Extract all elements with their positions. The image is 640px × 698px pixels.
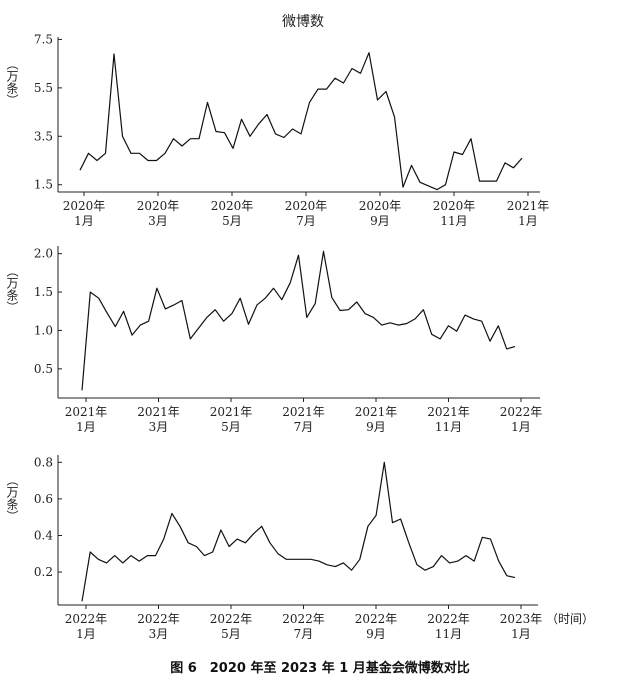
- chart-3-x-tick-label-month: 1月: [76, 627, 96, 641]
- chart-2-x-tick-label-year: 2021年: [210, 405, 253, 419]
- chart-1-x-tick-label-year: 2021年: [507, 199, 550, 213]
- chart-3-x-tick-label-year: 2022年: [355, 612, 398, 626]
- chart-2-x-tick-label-month: 3月: [149, 420, 169, 434]
- chart-2-y-tick-label: 1.5: [34, 285, 53, 299]
- figure-caption: 图 6 2020 年至 2023 年 1 月基金会微博数对比: [170, 661, 470, 676]
- chart-1-x-tick-label-month: 1月: [74, 214, 94, 228]
- chart-1-x-tick-label-month: 9月: [370, 214, 390, 228]
- chart-3-y-tick-label: 0.2: [34, 565, 53, 579]
- chart-2-x-tick-label-year: 2022年: [500, 405, 543, 419]
- chart-2-x-tick-label-year: 2021年: [355, 405, 398, 419]
- chart-1-y-tick-label: 5.5: [34, 81, 53, 95]
- chart-2-x-tick-label-month: 11月: [435, 420, 462, 434]
- chart-3-x-tick-label-month: 7月: [294, 627, 314, 641]
- chart-3-x-tick-label-month: 9月: [366, 627, 386, 641]
- chart-3-x-axis-label: （时间）: [546, 612, 594, 626]
- chart-3-x-tick-label-month: 3月: [149, 627, 169, 641]
- chart-3-x-tick-label-month: 1月: [511, 627, 531, 641]
- chart-3-x-tick-label-year: 2022年: [210, 612, 253, 626]
- chart-3-y-tick-label: 0.8: [34, 455, 53, 469]
- chart-3-x-tick-label-year: 2022年: [65, 612, 108, 626]
- chart-1-x-tick-label-month: 5月: [222, 214, 242, 228]
- chart-1-y-tick-label: 3.5: [34, 129, 53, 143]
- chart-1-series-line: [79, 52, 523, 191]
- chart-3-x-tick-label-year: 2022年: [427, 612, 470, 626]
- chart-3-x-tick-label-year: 2022年: [282, 612, 325, 626]
- chart-3-y-axis-label: （万条）: [5, 474, 19, 522]
- chart-1-x-tick-label-month: 7月: [296, 214, 316, 228]
- chart-2-x-tick-label-month: 5月: [221, 420, 241, 434]
- chart-2-x-tick-label-year: 2021年: [282, 405, 325, 419]
- chart-1-x-tick-label-month: 3月: [148, 214, 168, 228]
- chart-3-x-tick-label-month: 5月: [221, 627, 241, 641]
- chart-1-x-tick-label-year: 2020年: [211, 199, 254, 213]
- chart-2-y-axis-label: （万条）: [5, 265, 19, 313]
- chart-2-y-tick-label: 2.0: [34, 247, 53, 261]
- chart-3-y-tick-label: 0.4: [34, 528, 53, 542]
- chart-2-x-tick-label-month: 1月: [76, 420, 96, 434]
- chart-3-x-tick-label-year: 2022年: [137, 612, 180, 626]
- chart-1-x-tick-label-year: 2020年: [359, 199, 402, 213]
- chart-3-x-tick-label-month: 11月: [435, 627, 462, 641]
- chart-1-x-tick-label-month: 1月: [518, 214, 538, 228]
- chart-2-y-tick-label: 1.0: [34, 323, 53, 337]
- chart-1-y-tick-label: 1.5: [34, 178, 53, 192]
- chart-2-x-tick-label-year: 2021年: [137, 405, 180, 419]
- chart-2-y-tick-label: 0.5: [34, 362, 53, 376]
- chart-1-x-tick-label-month: 11月: [440, 214, 467, 228]
- chart-2-x-tick-label-month: 1月: [511, 420, 531, 434]
- chart-2-x-tick-label-year: 2021年: [65, 405, 108, 419]
- chart-3-series-line: [81, 461, 516, 602]
- chart-1-y-tick-label: 7.5: [34, 32, 53, 46]
- chart-2-series-line: [81, 250, 516, 391]
- chart-1-x-tick-label-year: 2020年: [285, 199, 328, 213]
- chart-1-x-tick-label-year: 2020年: [137, 199, 180, 213]
- chart-2-x-tick-label-month: 9月: [366, 420, 386, 434]
- chart-2-x-tick-label-month: 7月: [294, 420, 314, 434]
- chart-1-y-axis-label: （万条）: [5, 58, 19, 106]
- chart-1-x-tick-label-year: 2020年: [63, 199, 106, 213]
- figure-title: 微博数: [282, 13, 324, 30]
- chart-1-x-tick-label-year: 2020年: [433, 199, 476, 213]
- chart-3-x-tick-label-year: 2023年: [500, 612, 543, 626]
- chart-2-x-tick-label-year: 2021年: [427, 405, 470, 419]
- chart-3-y-tick-label: 0.6: [34, 492, 53, 506]
